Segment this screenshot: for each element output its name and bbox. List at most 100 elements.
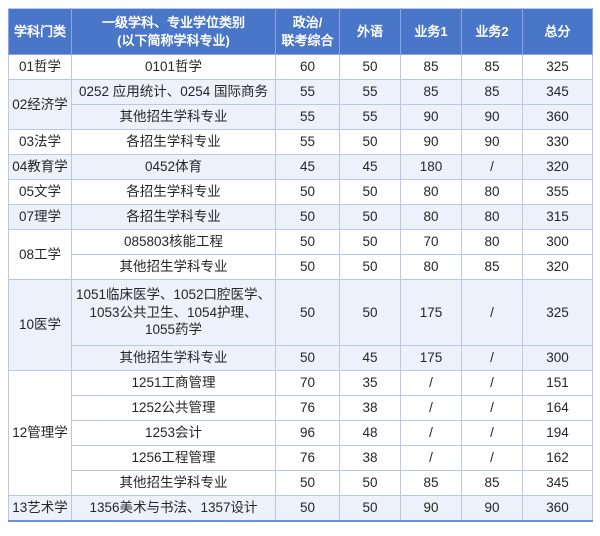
score-cell: 325	[522, 279, 593, 346]
category-cell: 02经济学	[8, 79, 72, 130]
program-cell: 1251工商管理	[71, 370, 276, 396]
score-cell: /	[400, 370, 462, 396]
score-cell: 85	[461, 470, 523, 496]
table-row: 08工学 085803核能工程 50 50 70 80 300	[8, 229, 593, 280]
column-header-category: 学科门类	[8, 8, 72, 55]
column-header-business1: 业务1	[400, 8, 462, 55]
table-row: 03法学 各招生学科专业 55 50 90 90 330	[8, 129, 593, 155]
column-header-business2: 业务2	[461, 8, 523, 55]
category-cell: 07理学	[8, 204, 72, 230]
score-cell: 85	[461, 54, 523, 80]
score-cell: 85	[461, 254, 523, 280]
score-cell: 80	[400, 254, 462, 280]
score-cell: /	[461, 445, 523, 471]
score-cell: 300	[522, 345, 593, 371]
score-cell: 60	[275, 54, 340, 80]
table-row: 07理学 各招生学科专业 50 50 80 80 315	[8, 204, 593, 230]
table-row: 12管理学 1251工商管理 70 35//151	[8, 370, 593, 496]
category-cell: 08工学	[8, 229, 72, 280]
score-cell: 55	[339, 79, 401, 105]
score-cell: 76	[275, 445, 340, 471]
category-cell: 01哲学	[8, 54, 72, 80]
category-cell: 12管理学	[8, 370, 72, 496]
score-cell: 325	[522, 54, 593, 80]
score-cell: 96	[275, 420, 340, 446]
table-row: 02经济学 0252 应用统计、0254 国际商务 55 55 85 85 345	[8, 79, 593, 130]
score-cell: /	[400, 395, 462, 421]
program-cell: 0101哲学	[71, 54, 276, 80]
score-cell: 320	[522, 254, 593, 280]
score-cell: 80	[400, 204, 462, 230]
score-cell: 50	[339, 179, 401, 205]
score-cell: 76	[275, 395, 340, 421]
category-cell: 10医学	[8, 279, 72, 371]
score-cell: 85	[400, 54, 462, 80]
score-cell: 50	[339, 279, 401, 346]
score-cell: 180	[400, 154, 462, 180]
score-cell: 151	[522, 370, 593, 396]
score-cell: 175	[400, 279, 462, 346]
score-cell: 80	[461, 229, 523, 255]
score-cell: 360	[522, 104, 593, 130]
score-cell: 50	[275, 179, 340, 205]
score-cell: 50	[275, 229, 340, 255]
score-cell: 300	[522, 229, 593, 255]
program-cell: 其他招生学科专业	[71, 345, 276, 371]
score-cell: 90	[461, 495, 523, 521]
category-cell: 13艺术学	[8, 495, 72, 521]
score-cell: 50	[339, 470, 401, 496]
score-cell: 355	[522, 179, 593, 205]
table-row: 1252公共管理 76 38//164	[9, 395, 593, 421]
score-cell: 55	[339, 104, 401, 130]
score-cell: 80	[461, 179, 523, 205]
score-cell: /	[461, 370, 523, 396]
table-row: 05文学 各招生学科专业 50 50 80 80 355	[8, 179, 593, 205]
score-cell: 45	[275, 154, 340, 180]
score-cell: 55	[275, 79, 340, 105]
program-cell: 各招生学科专业	[71, 179, 276, 205]
program-cell: 其他招生学科专业	[71, 470, 276, 496]
score-cell: 50	[339, 229, 401, 255]
table-row: 04教育学 0452体育 45 45 180/320	[8, 154, 593, 180]
column-header-foreign-language: 外语	[339, 8, 401, 55]
score-cell: 90	[400, 129, 462, 155]
table-row: 1256工程管理 76 38//162	[9, 445, 593, 471]
program-cell: 0452体育	[71, 154, 276, 180]
score-cell: 70	[275, 370, 340, 396]
score-cell: 345	[522, 79, 593, 105]
table-row: 其他招生学科专业 50 50 85 85 345	[9, 470, 593, 496]
score-cell: /	[461, 345, 523, 371]
score-cell: 90	[400, 104, 462, 130]
score-cell: 70	[400, 229, 462, 255]
table-row: 01哲学 0101哲学 60 50 85 85 325	[8, 54, 593, 80]
score-cell: 320	[522, 154, 593, 180]
score-cell: 38	[339, 445, 401, 471]
score-cell: 360	[522, 495, 593, 521]
table-row: 10医学 1051临床医学、1052口腔医学、1053公共卫生、1054护理、10…	[8, 279, 593, 371]
score-cell: 164	[522, 395, 593, 421]
score-cell: /	[400, 420, 462, 446]
table-row: 其他招生学科专业 55 55 90 90 360	[9, 104, 593, 130]
program-cell: 0252 应用统计、0254 国际商务	[71, 79, 276, 105]
score-cell: 55	[275, 129, 340, 155]
score-cell: 50	[275, 345, 340, 371]
score-cell: 50	[275, 204, 340, 230]
score-cell: 50	[275, 254, 340, 280]
program-cell: 其他招生学科专业	[71, 104, 276, 130]
score-cell: 330	[522, 129, 593, 155]
program-cell: 1252公共管理	[71, 395, 276, 421]
score-cell: 50	[275, 470, 340, 496]
program-cell: 1256工程管理	[71, 445, 276, 471]
column-header-program: 一级学科、专业学位类别 (以下简称学科专业)	[71, 8, 276, 55]
score-cell: 35	[339, 370, 401, 396]
score-cell: /	[461, 420, 523, 446]
program-cell: 1356美术与书法、1357设计	[71, 495, 276, 521]
category-cell: 04教育学	[8, 154, 72, 180]
table-row: 13艺术学 1356美术与书法、1357设计 50 50 90 90 360	[8, 495, 593, 521]
score-cell: 315	[522, 204, 593, 230]
score-cell: 55	[275, 104, 340, 130]
category-cell: 03法学	[8, 129, 72, 155]
score-cell: /	[400, 445, 462, 471]
header-row: 学科门类 一级学科、专业学位类别 (以下简称学科专业) 政治/ 联考综合 外语 业务1 业…	[8, 8, 593, 55]
